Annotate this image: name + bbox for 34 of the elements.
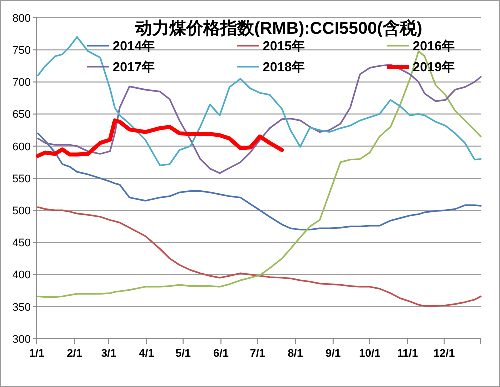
x-tick-label: 10/1 <box>359 348 381 360</box>
line-series <box>37 132 482 231</box>
y-tick-label: 450 <box>12 238 31 250</box>
y-tick-label: 350 <box>12 302 31 314</box>
x-tick-label: 12/1 <box>434 348 456 360</box>
legend-label: 2018年 <box>263 60 305 75</box>
y-tick-label: 700 <box>12 77 31 90</box>
x-tick-label: 7/1 <box>250 348 266 360</box>
y-tick-label: 650 <box>12 109 31 122</box>
legend-label: 2017年 <box>113 60 155 75</box>
y-tick-label: 500 <box>12 205 31 218</box>
legend-label: 2014年 <box>113 38 155 54</box>
x-tick-label: 5/1 <box>176 348 192 360</box>
line-series <box>37 36 482 166</box>
y-tick-label: 600 <box>12 141 31 154</box>
chart-title: 动力煤价格指数(RMB):CCI5500(含税) <box>134 19 423 38</box>
x-tick-label: 3/1 <box>101 348 117 360</box>
y-tick-label: 550 <box>12 173 31 186</box>
x-tick-label: 9/1 <box>326 348 342 360</box>
x-tick-label: 6/1 <box>214 348 229 360</box>
line-series <box>36 118 284 158</box>
y-tick-label: 800 <box>12 12 31 25</box>
line-series <box>37 50 482 298</box>
legend-label: 2015年 <box>263 38 305 54</box>
line-series <box>37 206 482 308</box>
legend-label: 2016年 <box>413 38 455 54</box>
y-tick-label: 300 <box>12 334 31 346</box>
x-tick-label: 2/1 <box>67 348 82 360</box>
x-tick-label: 4/1 <box>139 348 154 360</box>
y-tick-label: 750 <box>12 44 31 57</box>
y-tick-label: 400 <box>12 270 31 282</box>
x-tick-label: 11/1 <box>397 348 418 360</box>
x-tick-label: 8/1 <box>288 348 304 360</box>
x-tick-label: 1/1 <box>29 348 45 360</box>
